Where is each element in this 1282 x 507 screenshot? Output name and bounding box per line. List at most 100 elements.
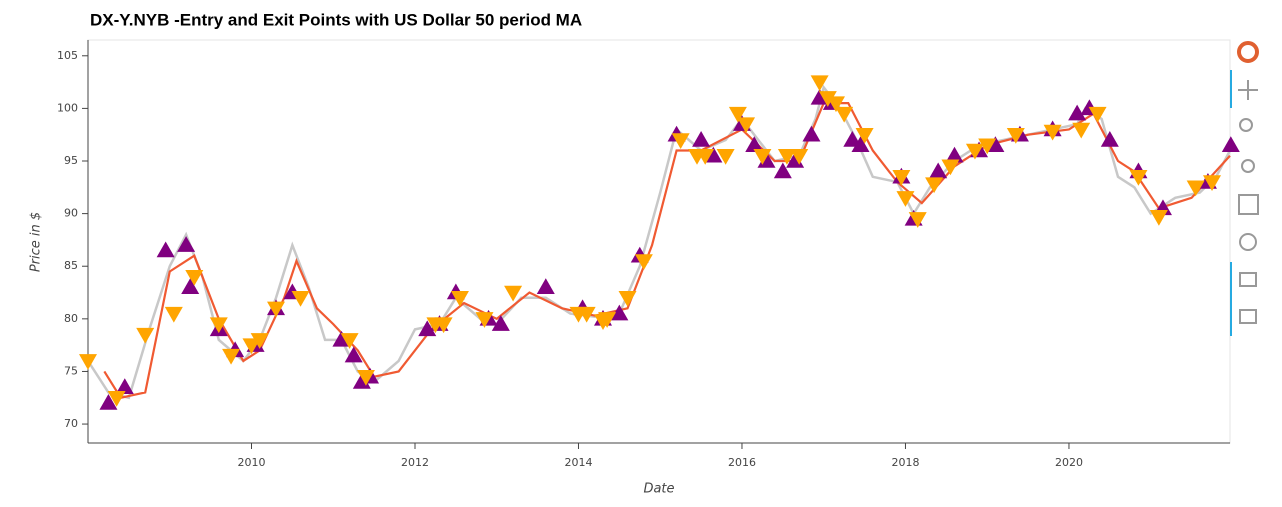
entry-marker xyxy=(851,136,870,152)
reset-tool[interactable] xyxy=(1239,233,1257,251)
y-tick-label: 95 xyxy=(64,154,78,167)
exit-marker xyxy=(892,170,911,186)
wheel-zoom-tool[interactable] xyxy=(1241,159,1255,173)
entry-marker xyxy=(418,320,437,337)
entry-marker xyxy=(156,241,175,258)
exit-marker xyxy=(1072,122,1091,139)
entry-marker xyxy=(773,162,792,179)
exit-marker xyxy=(504,285,523,302)
entry-marker xyxy=(745,136,764,152)
save-tool[interactable] xyxy=(1238,194,1259,215)
exit-marker xyxy=(965,143,984,160)
x-tick-label: 2014 xyxy=(564,456,592,469)
plot-frame xyxy=(87,39,1231,444)
exit-marker xyxy=(728,106,747,123)
exit-marker xyxy=(790,148,809,165)
exit-marker xyxy=(250,333,269,349)
exit-marker xyxy=(107,391,126,407)
exit-marker xyxy=(136,327,155,344)
exit-marker xyxy=(1186,180,1205,197)
entry-marker xyxy=(810,88,829,105)
exit-marker xyxy=(855,127,874,144)
entry-marker xyxy=(181,278,200,295)
exit-marker xyxy=(696,148,715,165)
exit-marker xyxy=(908,212,927,228)
logo xyxy=(1237,41,1259,63)
x-axis-label: Date xyxy=(643,482,674,497)
toolbar xyxy=(1230,41,1259,336)
pan-tool[interactable] xyxy=(1238,80,1258,100)
entry-marker xyxy=(945,146,964,163)
exit-marker xyxy=(1129,170,1148,186)
exit-marker xyxy=(434,317,453,334)
x-tick-label: 2018 xyxy=(891,456,919,469)
exit-marker xyxy=(826,96,845,113)
entry-marker xyxy=(704,146,723,163)
exit-marker xyxy=(356,369,375,386)
exit-marker xyxy=(634,254,653,270)
exit-marker xyxy=(925,177,944,194)
exit-marker xyxy=(598,312,617,328)
entry-marker xyxy=(802,125,821,142)
entry-marker xyxy=(1221,136,1240,152)
entry-marker xyxy=(929,162,948,179)
exit-marker xyxy=(222,348,241,365)
exit-marker xyxy=(978,138,997,155)
exit-marker xyxy=(79,354,97,370)
exit-marker xyxy=(340,333,359,349)
exit-marker xyxy=(185,269,204,286)
exit-marker xyxy=(716,148,735,165)
exit-marker xyxy=(818,91,837,107)
exit-marker xyxy=(753,148,772,165)
exit-marker xyxy=(737,117,756,134)
hover-tool[interactable] xyxy=(1239,272,1257,287)
exit-marker xyxy=(1149,210,1168,226)
exit-marker xyxy=(618,291,637,307)
y-tick-label: 85 xyxy=(64,259,78,272)
entry-marker xyxy=(1068,104,1087,121)
exit-marker xyxy=(209,317,228,334)
entry-marker xyxy=(115,378,134,394)
exit-marker xyxy=(1006,127,1025,144)
x-tick-label: 2010 xyxy=(237,456,265,469)
entry-marker xyxy=(99,394,118,410)
entry-marker xyxy=(332,330,351,347)
exit-marker xyxy=(1043,124,1062,141)
y-tick-label: 75 xyxy=(64,364,78,377)
entry-marker xyxy=(491,315,510,331)
entry-marker xyxy=(344,346,363,363)
y-tick-label: 70 xyxy=(64,417,78,430)
exit-marker xyxy=(671,133,690,149)
entry-marker xyxy=(986,136,1005,152)
exit-marker xyxy=(1088,106,1107,123)
chart-title: DX-Y.NYB -Entry and Exit Points with US … xyxy=(90,10,582,29)
exit-marker xyxy=(267,301,286,318)
box-zoom-tool[interactable] xyxy=(1239,118,1253,132)
exit-marker xyxy=(1203,175,1222,192)
entry-marker xyxy=(1100,130,1119,147)
exit-marker xyxy=(810,75,829,92)
entry-marker xyxy=(692,130,711,147)
exit-marker xyxy=(164,306,183,323)
entry-marker xyxy=(536,278,555,295)
x-tick-label: 2012 xyxy=(401,456,429,469)
entry-marker xyxy=(610,304,629,321)
y-tick-label: 80 xyxy=(64,312,78,325)
exit-marker xyxy=(577,306,596,323)
exit-marker xyxy=(450,291,469,307)
x-tick-label: 2020 xyxy=(1055,456,1083,469)
y-axis-label: Price in $ xyxy=(29,212,44,272)
exit-marker xyxy=(291,291,310,307)
exit-marker xyxy=(777,148,796,165)
line xyxy=(103,102,1231,399)
hover-tool[interactable] xyxy=(1239,309,1257,324)
exit-marker xyxy=(941,159,960,176)
exit-marker xyxy=(896,191,915,207)
y-tick-label: 100 xyxy=(57,101,78,114)
y-tick-label: 105 xyxy=(57,49,78,62)
x-tick-label: 2016 xyxy=(728,456,756,469)
entry-marker xyxy=(177,236,196,252)
exit-marker xyxy=(835,106,854,123)
exit-marker xyxy=(475,312,494,328)
